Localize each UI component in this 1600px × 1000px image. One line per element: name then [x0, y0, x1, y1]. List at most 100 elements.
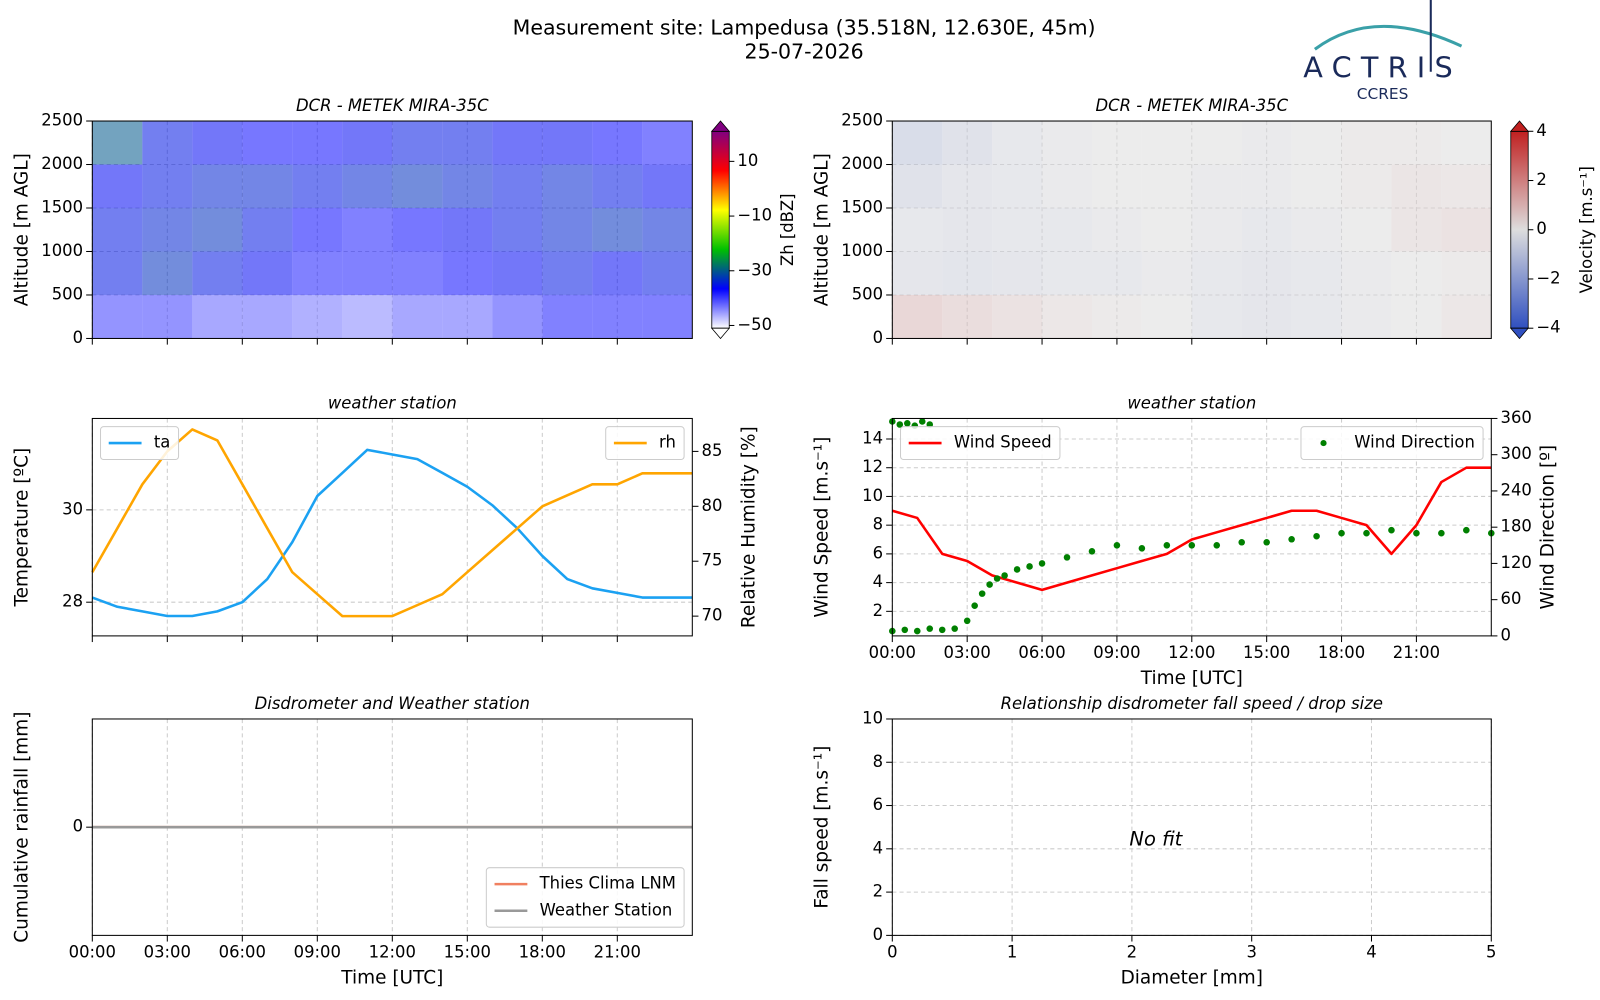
x-tick-label: 15:00 — [444, 942, 491, 961]
data-point — [978, 590, 986, 597]
heat-cell — [1291, 121, 1342, 165]
heat-cell — [92, 251, 143, 295]
chart-title: Disdrometer and Weather station — [255, 694, 530, 713]
heat-cell — [392, 294, 443, 339]
heat-cell — [1441, 208, 1492, 252]
heat-cell — [992, 208, 1043, 252]
logo-arc — [1313, 24, 1463, 51]
heat-cell — [342, 164, 393, 208]
heat-cell — [592, 251, 643, 295]
data-point — [1026, 563, 1033, 570]
heat-cell — [292, 121, 343, 165]
legend-label: Thies Clima LNM — [539, 874, 676, 893]
y-tick-label: 500 — [852, 284, 883, 303]
heat-cell — [942, 121, 993, 165]
x-tick-label: 18:00 — [519, 942, 566, 961]
heat-cell — [1091, 294, 1142, 339]
data-point — [1013, 566, 1021, 573]
data-line — [91, 448, 693, 618]
heat-cell — [242, 208, 293, 252]
x-tick-label: 12:00 — [369, 942, 416, 961]
x-axis-label: Time [UTC] — [340, 967, 443, 988]
heat-cell — [242, 294, 293, 339]
heat-cell — [992, 294, 1043, 339]
heat-cell — [242, 251, 293, 295]
legend: Thies Clima LNM Weather Station — [485, 867, 685, 928]
heat-cell — [1441, 251, 1492, 295]
heat-cell — [292, 164, 343, 208]
x-tick-label: 0 — [887, 942, 897, 961]
colorbar-tick-label: −10 — [737, 206, 772, 225]
heat-cell — [892, 251, 943, 295]
x-tick-label: 06:00 — [1018, 643, 1065, 662]
data-point — [1263, 538, 1270, 546]
heat-cell — [1191, 251, 1242, 295]
heat-cell — [1141, 121, 1192, 165]
legend: rh — [605, 426, 685, 460]
page-title: Measurement site: Lampedusa (35.518N, 12… — [513, 16, 1096, 40]
colorbar — [1510, 130, 1529, 329]
heat-cell — [1391, 251, 1442, 295]
legend-box — [485, 867, 685, 928]
legend-box — [899, 426, 1061, 460]
y-tick-label: 0 — [73, 817, 83, 836]
heat-cell — [1191, 208, 1242, 252]
heat-cell — [1241, 164, 1292, 208]
y-tick-label: 28 — [62, 592, 83, 611]
heat-cell — [942, 251, 993, 295]
heat-cell — [392, 164, 443, 208]
plot-frame — [891, 417, 1492, 637]
y-tick-label: 6 — [873, 543, 883, 562]
legend-label: Weather Station — [540, 900, 673, 919]
heat-cell — [292, 294, 343, 339]
heat-cell — [192, 251, 243, 295]
heat-cell — [192, 121, 243, 165]
heat-cell — [542, 208, 593, 252]
y2-tick-label: 300 — [1501, 444, 1532, 463]
heat-cell — [1191, 164, 1242, 208]
y-axis-label: Wind Speed [m.s⁻¹] — [812, 437, 833, 618]
heat-cell — [592, 121, 643, 165]
heat-cell — [392, 121, 443, 165]
logo: ACTRIS CCRES — [1303, 0, 1463, 103]
x-tick-label: 03:00 — [944, 643, 991, 662]
y-tick-label: 2000 — [41, 154, 83, 173]
heat-cell — [942, 208, 993, 252]
data-point — [1113, 542, 1121, 549]
x-tick-label: 18:00 — [1318, 643, 1365, 662]
heat-cell — [1191, 294, 1242, 339]
x-tick-label: 2 — [1127, 942, 1137, 961]
data-point — [1338, 529, 1345, 537]
data-point — [926, 625, 934, 632]
data-point — [1063, 554, 1071, 561]
heat-cell — [1141, 294, 1192, 339]
heat-cell — [892, 121, 943, 165]
data-point — [1288, 535, 1295, 543]
heat-cell — [1091, 121, 1142, 165]
data-point — [1313, 532, 1320, 540]
y-tick-label: 0 — [873, 925, 883, 944]
heat-cell — [1042, 121, 1092, 165]
heat-cell — [1191, 121, 1242, 165]
y-tick-label: 1000 — [41, 241, 83, 260]
y2-tick-label: 120 — [1501, 553, 1532, 572]
data-point — [926, 421, 934, 428]
heat-cell — [942, 164, 993, 208]
heat-cell — [92, 208, 143, 252]
heat-cell — [492, 208, 543, 252]
y-tick-label: 30 — [62, 499, 83, 518]
heat-cell — [142, 208, 193, 252]
y-tick-label: 2 — [873, 882, 883, 901]
heat-cell — [492, 121, 543, 165]
heat-cell — [1391, 164, 1442, 208]
data-point — [1463, 526, 1470, 534]
x-tick-label: 21:00 — [594, 942, 641, 961]
data-point — [1363, 529, 1370, 537]
data-point — [918, 418, 926, 425]
annotation: No fit — [1129, 828, 1183, 851]
colorbar-over — [710, 120, 731, 132]
heat-cell — [1341, 251, 1392, 295]
heat-cell — [392, 208, 443, 252]
heat-cell — [1091, 164, 1142, 208]
x-tick-label: 09:00 — [294, 942, 341, 961]
